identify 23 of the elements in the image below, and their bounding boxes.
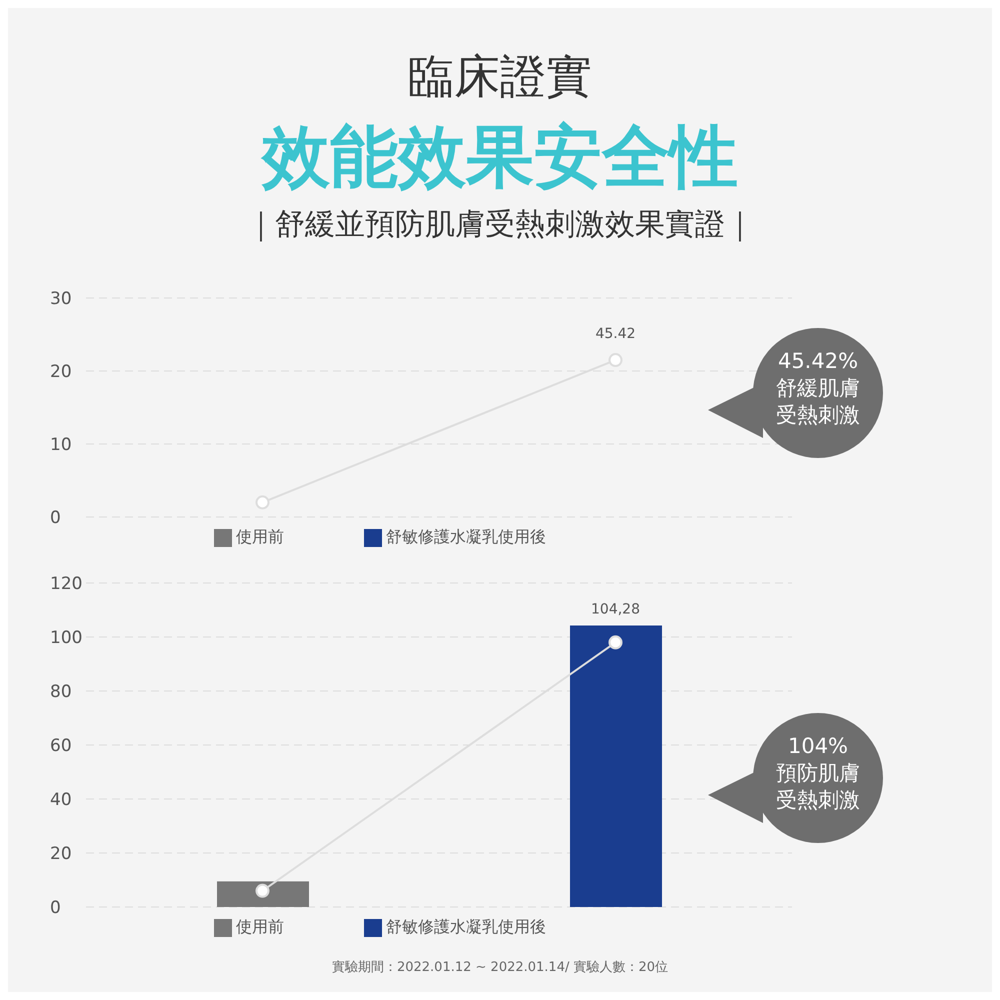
y-tick-label: 40 [50,790,72,810]
legend-label: 舒敏修護水凝乳使用後 [386,527,546,546]
y-tick-label: 20 [50,844,72,864]
y-tick-label: 60 [50,736,72,756]
annotation: 45.42% 舒緩肌膚受熱刺激 [775,348,861,429]
annotation: 45.42 [595,326,636,342]
y-tick-label: 10 [50,435,72,456]
y-tick-label: 0 [50,898,61,918]
annotation: 104,28 [591,601,640,618]
legend-label: 使用前 [236,527,284,546]
chart-title: 臨床證實 [407,48,593,105]
annotation: 104% 預防肌膚受熱刺激 [775,733,861,814]
y-tick-label: 80 [50,682,72,702]
y-tick-label: 20 [50,362,72,382]
y-tick-label: 30 [50,289,72,310]
y-tick-label: 100 [50,628,82,648]
y-tick-label: 0 [50,508,61,528]
text: ｜舒緩並預防肌膚受熱刺激效果實證｜ [245,206,755,244]
chart-subtitle: 效能效果安全性 [260,117,739,199]
y-tick-label: 120 [50,574,82,594]
legend-label: 舒敏修護水凝乳使用後 [386,917,546,936]
text: 實驗期間：2022.01.12 ~ 2022.01.14/ 實驗人數：20位 [330,959,670,976]
legend-label: 使用前 [236,917,284,936]
